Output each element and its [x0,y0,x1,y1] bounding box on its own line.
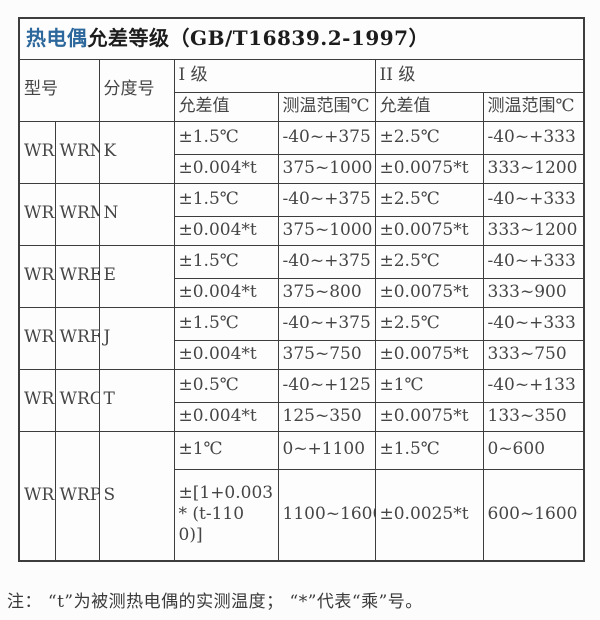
tolerance2-cell: ±1℃ [374,368,484,403]
graduation-cell: K [98,120,175,184]
model-a-cell: WRM [18,182,56,246]
header-grade2-cell: II 级 [374,58,585,93]
model-b-cell: WRNK [54,120,100,184]
tolerance1-cell: ±0.004*t [173,401,279,432]
range1-cell: 375~1000 [277,153,376,184]
range2-cell: 0~600 [482,430,585,470]
range2-cell: 333~1200 [482,153,585,184]
tolerance2-cell: ±2.5℃ [374,306,484,341]
tolerance1-cell: ±1.5℃ [173,306,279,341]
range1-cell: 1100~1600 [277,468,376,562]
table-row: ±0.004*t 375~750 ±0.0075*t 333~750 [19,339,585,370]
range1-cell: -40~+125 [277,368,376,403]
range1-cell: 125~350 [277,401,376,432]
model-b-cell: WRFK [54,306,100,370]
range2-cell: -40~+333 [482,244,585,279]
tolerance2-cell: ±0.0075*t [374,153,484,184]
range1-cell: -40~+375 [277,244,376,279]
tolerance2-cell: ±1.5℃ [374,430,484,470]
table-row: ±0.004*t 125~350 ±0.0075*t 133~350 [19,401,585,432]
header-range1-cell: 测温范围℃ [277,91,376,122]
tolerance2-cell: ±0.0075*t [374,277,484,308]
range1-cell: 375~750 [277,339,376,370]
tolerance1-cell: ±1.5℃ [173,182,279,217]
footnote: 注： “t”为被测热电偶的实测温度； “*”代表“乘”号。 [7,592,423,612]
tolerance2-cell: ±2.5℃ [374,244,484,279]
tolerance-grade-table: 热电偶允差等级（GB/T16839.2-1997） 型号 分度号 I 级 II … [18,17,585,562]
tolerance1-cell: ±0.5℃ [173,368,279,403]
table-row: 允差值 测温范围℃ 允差值 测温范围℃ [19,91,585,122]
header-grade1-cell: I 级 [173,58,376,93]
graduation-cell: J [98,306,175,370]
table-row: WRM WRMK N ±1.5℃ -40~+375 ±2.5℃ -40~+333 [18,182,585,246]
graduation-cell: E [98,244,175,308]
range1-cell: 0~+1100 [277,430,376,470]
tolerance2-cell: ±0.0075*t [374,339,484,370]
header-range2-cell: 测温范围℃ [482,91,585,122]
tolerance2-cell: ±0.0075*t [374,215,484,246]
range2-cell: 600~1600 [482,468,585,562]
range2-cell: -40~+333 [482,182,585,217]
range2-cell: 333~750 [482,339,585,370]
range1-cell: 375~1000 [277,215,376,246]
range1-cell: -40~+375 [277,120,376,155]
header-graduation-cell: 分度号 [98,58,175,122]
range2-cell: -40~+333 [482,120,585,155]
model-b-cell: WRCK [54,368,100,432]
tolerance2-cell: ±0.0075*t [374,401,484,432]
table-row: 热电偶允差等级（GB/T16839.2-1997） [18,17,585,60]
range1-cell: -40~+375 [277,182,376,217]
tolerance2-cell: ±2.5℃ [374,120,484,155]
thermocouple-link[interactable]: 热电偶 [26,26,88,51]
table-row: WRP WRPK S ±1℃ 0~+1100 ±1.5℃ 0~600 [18,430,585,562]
tolerance1-cell: ±1℃ [173,430,279,470]
model-a-cell: WRP [18,430,56,562]
graduation-cell: T [98,368,175,432]
model-a-cell: WRF [18,306,56,370]
model-b-cell: WRPK [54,430,100,562]
model-a-cell: WRE [18,244,56,308]
table-row: 型号 分度号 I 级 II 级 [18,58,585,122]
table-row: ±0.004*t 375~800 ±0.0075*t 333~900 [19,277,585,308]
range2-cell: -40~+133 [482,368,585,403]
model-a-cell: WRC [18,368,56,432]
tolerance1-cell: ±0.004*t [173,215,279,246]
tolerance2-cell: ±2.5℃ [374,182,484,217]
header-model-cell: 型号 [18,58,100,122]
tolerance1-cell: ±1.5℃ [173,120,279,155]
range1-cell: 375~800 [277,277,376,308]
header-tolerance2-cell: 允差值 [374,91,484,122]
range2-cell: 333~900 [482,277,585,308]
table-title-text: 允差等级（GB/T16839.2-1997） [87,26,430,51]
range1-cell: -40~+375 [277,306,376,341]
tolerance1-cell: ±0.004*t [173,339,279,370]
tolerance2-cell: ±0.0025*t [374,468,484,562]
range2-cell: -40~+333 [482,306,585,341]
range2-cell: 133~350 [482,401,585,432]
table-row: WRE WREK E ±1.5℃ -40~+375 ±2.5℃ -40~+333 [18,244,585,308]
table-row: ±0.004*t 375~1000 ±0.0075*t 333~1200 [19,153,585,184]
model-b-cell: WRMK [54,182,100,246]
table-row: WRC WRCK T ±0.5℃ -40~+125 ±1℃ -40~+133 [18,368,585,432]
tolerance1-formula-cell: ±[1+0.003 * (t-110 0)] [173,468,279,562]
graduation-cell: N [98,182,175,246]
tolerance1-cell: ±1.5℃ [173,244,279,279]
header-tolerance1-cell: 允差值 [173,91,279,122]
range2-cell: 333~1200 [482,215,585,246]
table-row: WRN WRNK K ±1.5℃ -40~+375 ±2.5℃ -40~+333 [18,120,585,184]
table-row: WRF WRFK J ±1.5℃ -40~+375 ±2.5℃ -40~+333 [18,306,585,370]
model-b-cell: WREK [54,244,100,308]
table-row: ±0.004*t 375~1000 ±0.0075*t 333~1200 [19,215,585,246]
tolerance1-cell: ±0.004*t [173,277,279,308]
graduation-cell: S [98,430,175,562]
table-title-cell: 热电偶允差等级（GB/T16839.2-1997） [18,17,585,60]
table-row: ±[1+0.003 * (t-110 0)] 1100~1600 ±0.0025… [19,468,585,562]
model-a-cell: WRN [18,120,56,184]
tolerance1-cell: ±0.004*t [173,153,279,184]
